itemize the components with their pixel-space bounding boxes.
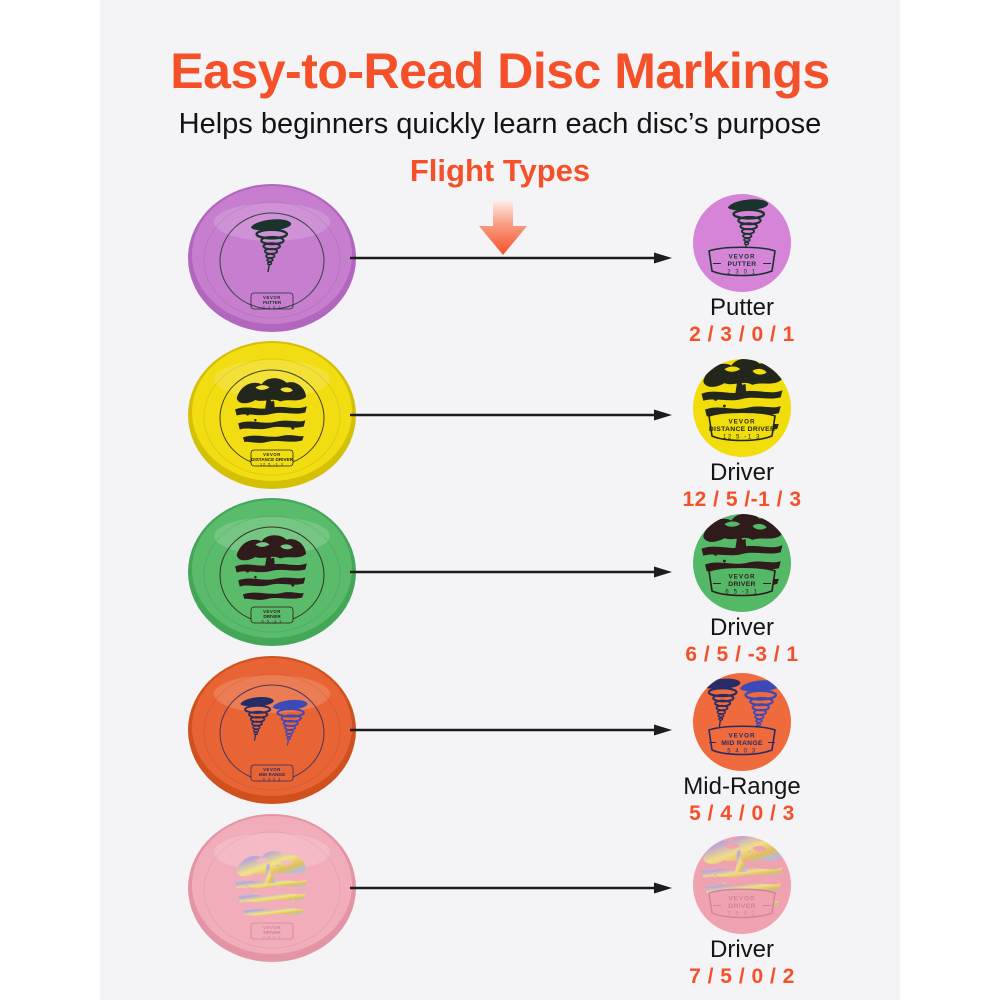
mini-stamp-numbers: 5 4 0 3	[263, 778, 282, 782]
stamp-brand: VEVOR	[728, 733, 755, 740]
stamp-model: DRIVER	[728, 581, 755, 588]
mini-stamp-brand: VEVOR	[263, 452, 281, 457]
stamp-model: PUTTER	[728, 261, 757, 268]
arrow-right-icon	[350, 882, 672, 894]
disc-closeup-driver: VEVOR DRIVER 6 5 -3 1	[693, 514, 791, 612]
disc-closeup-driver-holo: VEVOR DRIVER 7 5 0 2	[693, 836, 791, 934]
mini-stamp-brand: VEVOR	[263, 609, 281, 614]
disc-photo-putter: VEVOR PUTTER 2 3 0 1	[188, 184, 356, 332]
stamp-model: MID RANGE	[721, 740, 763, 747]
content-panel: Easy-to-Read Disc Markings Helps beginne…	[100, 0, 900, 1000]
mini-stamp-brand: VEVOR	[263, 925, 281, 930]
flight-numbers: 7 / 5 / 0 / 2	[689, 965, 795, 988]
flight-numbers: 6 / 5 / -3 / 1	[685, 643, 799, 666]
disc-type-label: Driver	[710, 614, 774, 641]
disc-type-label: Mid-Range	[683, 773, 801, 800]
flight-numbers: 12 / 5 /-1 / 3	[682, 488, 802, 511]
stamp-numbers: 2 3 0 1	[727, 270, 757, 276]
disc-photo-mid-range: VEVOR MID RANGE 5 4 0 3	[188, 656, 356, 804]
arrow-right-icon	[350, 724, 672, 736]
stamp-model: DISTANCE DRIVER	[709, 426, 775, 433]
disc-type-label: Driver	[710, 936, 774, 963]
disc-photo-distance-driver: VEVOR DISTANCE DRIVER 12 5 -1 3	[188, 341, 356, 489]
arrow-right-icon	[350, 409, 672, 421]
disc-closeup-distance-driver: VEVOR DISTANCE DRIVER 12 5 -1 3	[693, 359, 791, 457]
page-title: Easy-to-Read Disc Markings	[170, 43, 830, 99]
mini-stamp-numbers: 12 5 -1 3	[260, 463, 284, 467]
disc-closeup-putter: VEVOR PUTTER 2 3 0 1	[693, 194, 791, 292]
page-subtitle: Helps beginners quickly learn each disc’…	[178, 108, 822, 140]
mini-stamp-model: MID RANGE	[259, 772, 285, 777]
section-title: Flight Types	[409, 153, 591, 188]
mini-stamp-brand: VEVOR	[263, 767, 281, 772]
mini-stamp-model: DISTANCE DRIVER	[251, 457, 293, 462]
stamp-brand: VEVOR	[728, 254, 755, 261]
mini-stamp-model: DRIVER	[263, 930, 281, 935]
double-tornado-stamp-icon	[702, 677, 782, 734]
flight-numbers: 5 / 4 / 0 / 3	[689, 802, 795, 825]
flight-numbers: 2 / 3 / 0 / 1	[689, 323, 795, 346]
disc-closeup-mid-range: VEVOR MID RANGE 5 4 0 3	[693, 673, 791, 771]
stamp-model: DRIVER	[728, 903, 755, 910]
mini-stamp-brand: VEVOR	[263, 295, 281, 300]
arrow-right-icon	[350, 566, 672, 578]
gradient-down-arrow-icon	[479, 201, 527, 255]
stamp-numbers: 6 5 -3 1	[725, 590, 758, 596]
stamp-numbers: 5 4 0 3	[727, 749, 757, 755]
stamp-brand: VEVOR	[728, 896, 755, 903]
stamp-brand: VEVOR	[728, 574, 755, 581]
mini-stamp-numbers: 2 3 0 1	[263, 306, 282, 310]
arrow-right-icon	[350, 252, 672, 264]
mini-stamp-model: PUTTER	[263, 300, 282, 305]
mini-stamp-model: DRIVER	[263, 614, 281, 619]
stamp-brand: VEVOR	[728, 419, 755, 426]
disc-photo-driver-holo: VEVOR DRIVER 7 5 0 2	[188, 814, 356, 962]
disc-photo-driver: VEVOR DRIVER 6 5 -3 1	[188, 498, 356, 646]
stamp-numbers: 7 5 0 2	[727, 912, 757, 918]
stamp-numbers: 12 5 -1 3	[723, 435, 761, 441]
disc-type-label: Driver	[710, 459, 774, 486]
mini-stamp-numbers: 7 5 0 2	[263, 936, 282, 940]
tornado-stamp-icon	[726, 197, 770, 253]
mini-stamp-numbers: 6 5 -3 1	[262, 620, 283, 624]
disc-type-label: Putter	[709, 294, 775, 321]
